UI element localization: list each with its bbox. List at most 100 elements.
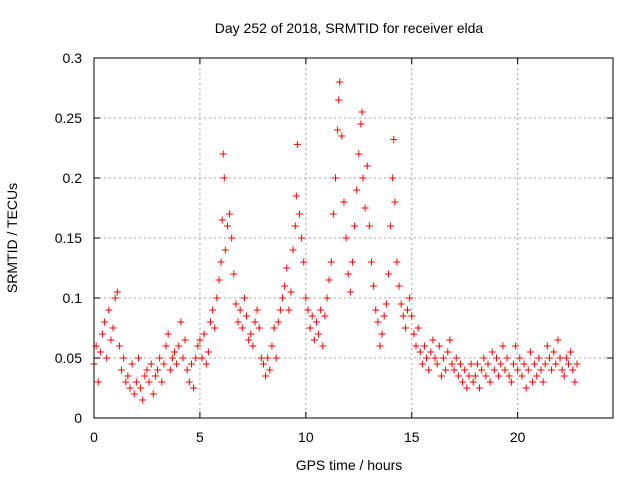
data-point [141,372,149,380]
data-point [558,366,566,374]
data-point [162,342,170,350]
data-point [368,258,376,266]
data-point [319,342,327,350]
data-point [351,222,359,230]
data-point [437,372,445,380]
data-point [218,216,226,224]
data-point [427,348,435,356]
data-point [567,348,575,356]
data-point [154,366,162,374]
data-point [522,384,530,392]
data-point [158,378,166,386]
data-point [177,318,185,326]
data-point [484,360,492,368]
data-point [507,378,515,386]
data-point [404,306,412,314]
data-point [298,234,306,242]
data-point [310,336,318,344]
data-point [249,342,257,350]
data-point [335,96,343,104]
data-point [217,258,225,266]
data-point [137,384,145,392]
data-point [300,258,308,266]
data-point [465,372,473,380]
data-point [164,330,172,338]
data-point [550,348,558,356]
data-point [226,210,234,218]
data-point [431,354,439,362]
data-point [482,372,490,380]
data-point [107,336,115,344]
data-point [118,366,126,374]
data-point [338,132,346,140]
data-point [223,222,231,230]
data-points [90,78,581,404]
data-point [357,120,365,128]
data-point [101,318,109,326]
data-point [518,372,526,380]
data-point [170,348,178,356]
data-point [376,342,384,350]
data-point [353,186,361,194]
data-point [406,294,414,302]
data-point [569,366,577,374]
data-point [531,360,539,368]
data-point [283,264,291,272]
data-point [232,300,240,308]
data-point [410,330,418,338]
y-tick-label: 0 [74,410,82,426]
data-point [132,378,140,386]
y-tick-label: 0.15 [55,230,82,246]
data-point [524,366,532,374]
data-point [219,150,227,158]
data-point [395,282,403,290]
data-point [537,366,545,374]
data-point [259,360,267,368]
data-point [204,348,212,356]
data-point [446,336,454,344]
data-point [94,378,102,386]
data-point [529,378,537,386]
data-point [435,342,443,350]
data-point [408,312,416,320]
data-point [433,360,441,368]
data-point [238,324,246,332]
data-point [372,306,380,314]
y-tick-label: 0.25 [55,110,82,126]
data-point [476,384,484,392]
data-point [390,136,398,144]
data-point [334,126,342,134]
data-point [257,354,265,362]
data-point [181,336,189,344]
data-point [467,360,475,368]
data-point [342,234,350,242]
data-point [378,330,386,338]
data-point [221,246,229,254]
data-point [168,354,176,362]
data-point [96,348,104,356]
data-point [382,300,390,308]
data-point [317,306,325,314]
x-tick-label: 0 [90,429,98,445]
data-point [539,378,547,386]
data-point [272,354,280,362]
data-point [478,366,486,374]
data-point [255,324,263,332]
data-point [202,360,210,368]
data-point [361,204,369,212]
data-point [124,372,132,380]
data-point [179,354,187,362]
data-point [173,360,181,368]
data-point [501,366,509,374]
data-point [120,354,128,362]
data-point [480,354,488,362]
data-point [374,318,382,326]
data-point [440,354,448,362]
data-point [565,360,573,368]
data-point [380,312,388,320]
data-point [384,270,392,278]
data-point [187,360,195,368]
data-point [149,390,157,398]
data-point [346,288,354,296]
